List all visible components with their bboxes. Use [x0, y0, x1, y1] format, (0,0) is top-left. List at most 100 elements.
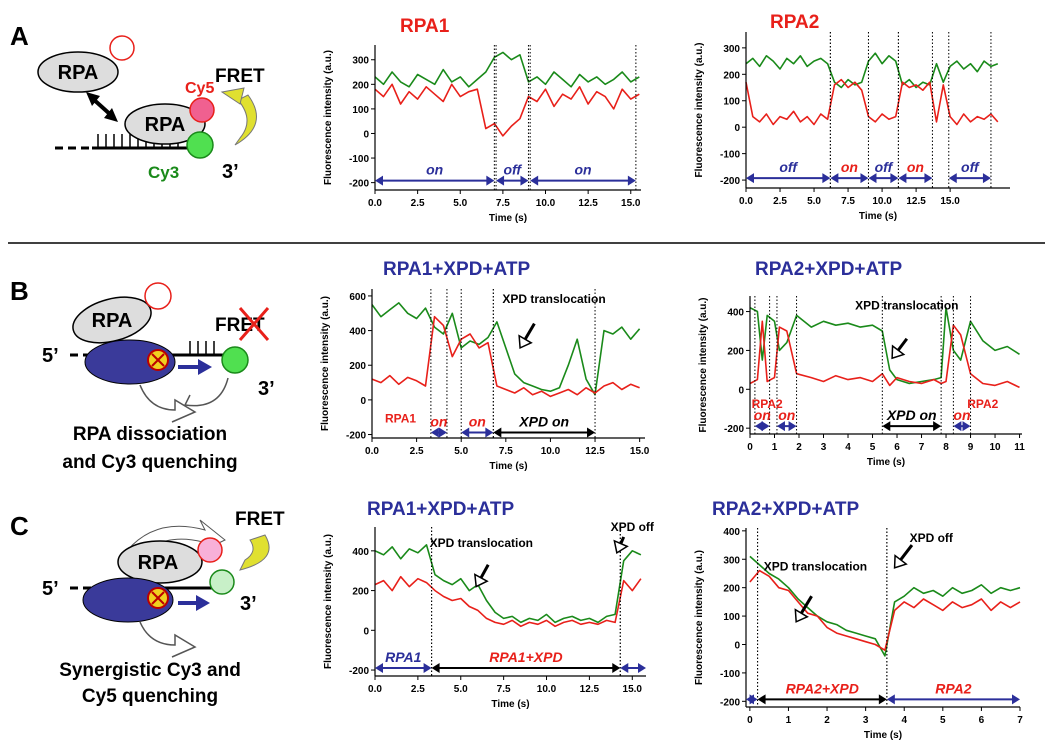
y-tick-label: 100	[723, 612, 740, 623]
x-tick-label: 9	[968, 442, 974, 453]
x-tick-label: 8	[943, 442, 949, 453]
chart: RPA2 -200 -100 0 100 200 300 0.0 2.5 5.0 7.5 10.0 12…	[694, 12, 1010, 222]
pointer-arrow	[896, 337, 909, 352]
pointer-arrow	[619, 536, 626, 545]
label: 3’	[222, 161, 239, 183]
y-tick-label: 200	[349, 361, 366, 372]
x-axis-label: Time (s)	[489, 461, 527, 472]
y-tick-label: 100	[723, 97, 740, 108]
arrowhead	[430, 427, 439, 438]
x-tick-label: 6	[894, 442, 900, 453]
rpa	[117, 540, 203, 584]
y-tick-label: -200	[720, 176, 740, 187]
x-tick-label: 2.5	[773, 196, 787, 207]
y-tick-label: 300	[352, 56, 369, 67]
trace	[371, 302, 641, 396]
x-tick-label: 12.5	[580, 684, 600, 695]
y-tick-label: -200	[724, 424, 744, 435]
y-tick-label: 300	[723, 44, 740, 55]
x-axis-label: Time (s)	[491, 699, 529, 710]
y-tick-label: 400	[349, 327, 366, 338]
y-tick-label: -200	[349, 179, 369, 190]
arrowhead	[886, 694, 895, 705]
y-tick-label: 0	[734, 640, 740, 651]
cy3	[221, 346, 249, 374]
pointer-arrow	[800, 595, 813, 614]
y-tick-label: 0	[738, 385, 744, 396]
arrowhead	[473, 573, 489, 588]
rpa	[124, 103, 206, 145]
arrowhead	[493, 427, 502, 438]
x-tick-label: 2.5	[410, 446, 424, 457]
interval-label: XPD on	[518, 414, 569, 430]
arrowhead	[794, 608, 809, 623]
x-tick-label: 0.0	[368, 198, 382, 209]
label: FRET	[235, 509, 285, 530]
label: Cy5	[185, 80, 214, 97]
label: 3’	[240, 593, 257, 615]
arrowhead	[776, 421, 785, 432]
arrowhead	[761, 421, 770, 432]
arrowhead	[898, 173, 907, 184]
arrowhead	[196, 595, 210, 611]
arrowhead	[461, 427, 470, 438]
annotation: XPD translocation	[855, 299, 958, 313]
label: RPA	[92, 310, 133, 332]
pointer-arrow	[899, 544, 914, 561]
label: RPA	[58, 62, 99, 84]
x-tick-label: 5.0	[453, 198, 467, 209]
x-tick-label: 5	[940, 715, 946, 726]
arrowhead	[860, 173, 869, 184]
y-axis-label: Fluorescence intensity (a.u.)	[323, 50, 334, 185]
interval-label: off	[503, 162, 522, 178]
arrowhead	[485, 427, 494, 438]
arrowhead	[627, 175, 636, 186]
cross	[151, 591, 165, 605]
y-tick-label: 200	[352, 587, 369, 598]
x-tick-label: 12.5	[578, 198, 598, 209]
label: 3’	[258, 378, 275, 400]
x-tick-label: 2.5	[411, 198, 425, 209]
arrowhead	[104, 108, 118, 122]
x-tick-label: 1	[772, 442, 778, 453]
panel-label: A	[10, 21, 29, 51]
interval-label: on	[426, 162, 443, 178]
fret-arrow	[239, 534, 270, 571]
arrowhead	[587, 427, 596, 438]
cy5	[189, 97, 215, 123]
x-tick-label: 15.0	[630, 446, 650, 457]
y-tick-label: -200	[346, 431, 366, 442]
x-tick-label: 0	[747, 442, 753, 453]
cross	[238, 307, 270, 341]
y-axis-label: Fluorescence intensity (a.u.)	[323, 534, 334, 669]
caption: and Cy3 quenching	[62, 452, 237, 473]
dye	[144, 282, 172, 310]
x-tick-label: 7	[919, 442, 925, 453]
x-tick-label: 12.5	[906, 196, 926, 207]
y-tick-label: 400	[352, 547, 369, 558]
annotation: RPA1	[385, 411, 416, 425]
cy5	[197, 537, 223, 563]
y-tick-label: 0	[363, 129, 369, 140]
interval-label: on	[469, 414, 486, 430]
arrowhead	[1012, 694, 1020, 705]
arrowhead	[754, 421, 763, 432]
x-tick-label: 2	[824, 715, 830, 726]
x-axis-label: Time (s)	[864, 730, 902, 741]
arrowhead	[198, 359, 212, 375]
label: 5’	[42, 345, 59, 367]
arrowhead	[878, 694, 887, 705]
dye	[109, 35, 135, 61]
interval-label: on	[574, 162, 591, 178]
chart-title: RPA1+XPD+ATP	[383, 259, 530, 280]
interval-label: RPA2+XPD	[786, 680, 859, 696]
interval-label: on	[841, 159, 858, 175]
y-tick-label: 0	[360, 396, 366, 407]
x-axis-label: Time (s)	[867, 457, 905, 468]
y-tick-label: 200	[352, 80, 369, 91]
arrowhead	[375, 663, 383, 674]
interval-label: on	[430, 414, 447, 430]
y-tick-label: 400	[727, 308, 744, 319]
quench-arrow	[139, 384, 197, 423]
label: RPA	[145, 114, 186, 136]
